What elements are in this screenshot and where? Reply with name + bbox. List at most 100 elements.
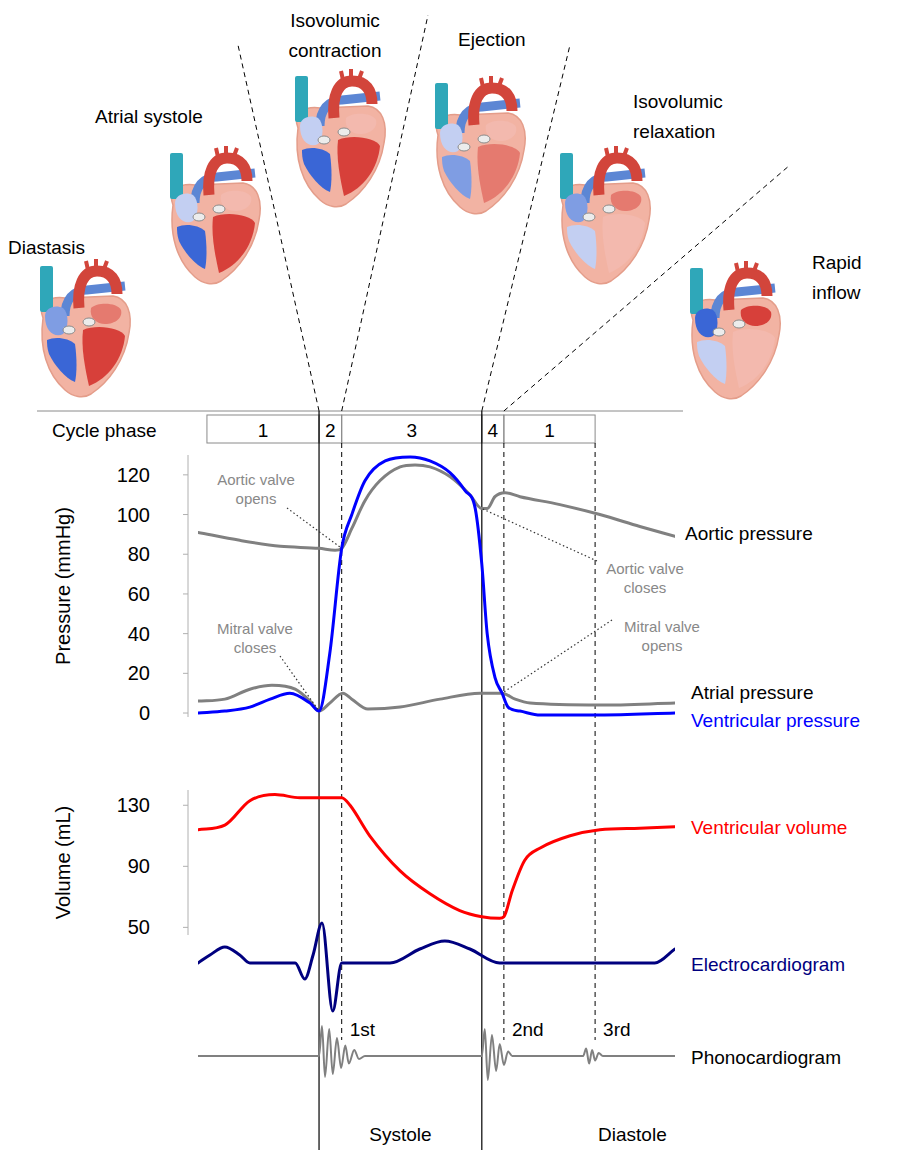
y-tick [183,713,188,714]
illustration-label: Rapid inflow [812,252,862,303]
heart-illustration [560,146,650,284]
heart-body [692,298,781,399]
vena-cava [560,153,573,199]
vena-cava [690,268,703,314]
y-axis-line [188,790,189,935]
heart-body [437,113,526,214]
y-tick [183,554,188,555]
y-tick [183,633,188,634]
cycle-phase-title: Cycle phase [52,420,157,441]
series-line [198,457,675,715]
phase-label: 3 [406,420,417,441]
annotation-label: Aortic valve opens [217,471,295,507]
series-label: Atrial pressure [691,682,814,703]
aorta [474,88,512,125]
valve [338,128,350,136]
figure: DiastasisAtrial systoleIsovolumiccontrac… [0,0,901,1150]
right-ventricle [177,225,207,269]
phase-separator [504,165,790,411]
y-tick-label: 80 [128,543,150,565]
vena-cava [435,83,448,129]
y-tick-label: 90 [128,855,150,877]
right-ventricle [47,338,77,382]
aortic-branches [341,69,362,80]
heart-illustration [690,261,780,399]
phase-separator [342,15,428,411]
left-ventricle [82,327,125,386]
left-ventricle [477,144,520,203]
heart-body [42,296,131,397]
valve [193,213,205,221]
phase-separator [238,45,319,411]
text-line: inflow [812,282,861,303]
left-ventricle [602,214,645,273]
aorta [209,158,247,195]
phase-cell [504,415,595,443]
text-line: Mitral valve [217,620,293,637]
y-tick-label: 20 [128,662,150,684]
phase-cell [319,415,342,443]
y-tick-label: 100 [117,504,150,526]
phase-boundary [595,443,596,1040]
y-axis-line [188,455,189,717]
phase-boundary [318,411,319,1150]
right-ventricle [697,340,727,384]
header-rule [37,411,683,412]
phase-cell [207,415,319,443]
y-tick [183,474,188,475]
y-axis-title: Pressure (mmHg) [52,507,74,665]
annotation-leader [280,656,319,711]
sound-label: 2nd [512,1019,544,1040]
phase-label: 1 [544,420,555,441]
text-line: Aortic valve [217,471,295,488]
right-ventricle [442,155,472,199]
right-ventricle [567,225,597,269]
series-label: Electrocardiogram [691,954,845,975]
phase-cell [482,415,504,443]
phase-separator [482,45,570,411]
valve [733,320,745,328]
illustration-label: Diastasis [8,237,85,258]
aorta [334,81,372,118]
text-line: Isovolumic [290,10,380,31]
heart-body [562,183,651,284]
heart-illustration [40,259,130,397]
text-line: opens [236,490,277,507]
annotation-label: Mitral valvecloses [217,620,293,656]
text-line: Rapid [812,252,862,273]
y-tick-label: 120 [117,464,150,486]
aorta [599,158,637,195]
valve [583,213,595,221]
y-tick-label: 60 [128,583,150,605]
valve [318,136,330,144]
phase-label: 4 [488,420,499,441]
right-ventricle [302,148,332,192]
text-line: relaxation [633,121,715,142]
y-tick-label: 0 [139,702,150,724]
illustration-label: Atrial systole [95,106,203,127]
vena-cava [40,266,53,312]
valve [603,205,615,213]
sound-label: 3rd [603,1019,630,1040]
annotation-label: Aortic valvecloses [606,560,684,596]
y-tick-label: 130 [117,794,150,816]
vena-cava [170,153,183,199]
vena-cava [295,76,308,122]
plot-area [198,457,675,715]
series-line [198,795,675,919]
y-tick [183,593,188,594]
left-ventricle [337,137,380,196]
phase-boundary [341,443,342,1040]
y-tick-label: 50 [128,916,150,938]
y-tick-label: 40 [128,623,150,645]
series-label: Aortic pressure [685,523,813,544]
text-line: Aortic valve [606,560,684,577]
heart-body [297,106,386,207]
period-label: Systole [369,1124,431,1145]
y-tick [183,805,188,806]
aortic-branches [481,76,502,87]
plot-area [198,923,675,1011]
valve [83,318,95,326]
aortic-branches [736,261,757,272]
phase-cell [342,415,482,443]
